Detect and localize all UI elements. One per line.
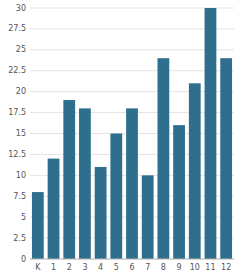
grid-line <box>30 49 234 50</box>
x-tick-label: 1 <box>51 263 56 272</box>
y-tick-label: 15 <box>16 129 26 138</box>
chart-svg: 02.557.51012.51517.52022.52527.530K12345… <box>0 0 240 277</box>
y-tick-label: 7.5 <box>13 192 26 201</box>
bars <box>32 8 232 259</box>
bar <box>126 108 138 259</box>
y-tick-label: 12.5 <box>8 150 26 159</box>
bar <box>63 100 75 259</box>
x-tick-label: 2 <box>67 263 72 272</box>
x-tick-label: 3 <box>82 263 87 272</box>
y-tick-label: 5 <box>21 213 26 222</box>
x-tick-label: 7 <box>145 263 150 272</box>
bar <box>173 125 185 259</box>
bar <box>79 108 91 259</box>
y-axis: 0 2.5 5 7.5 10 12.5 15 17.5 20 22.5 25 27.5 30 <box>8 4 26 264</box>
grid-line <box>30 8 234 9</box>
x-tick-label: 5 <box>114 263 119 272</box>
bar <box>95 167 107 259</box>
y-tick-label: 17.5 <box>8 108 26 117</box>
x-tick-label: 4 <box>98 263 103 272</box>
y-tick-label: 22.5 <box>8 66 26 75</box>
y-tick-label: 30 <box>16 4 26 13</box>
bar <box>158 58 170 259</box>
y-tick-label: 25 <box>16 45 26 54</box>
grid-line <box>30 91 234 92</box>
bar <box>110 134 122 260</box>
x-tick-label: 9 <box>177 263 182 272</box>
grid <box>30 8 234 259</box>
bar <box>48 159 60 259</box>
x-tick-label: 12 <box>221 263 231 272</box>
grid-line <box>30 70 234 71</box>
bar <box>142 175 154 259</box>
x-tick-label: K <box>35 263 41 272</box>
grid-line <box>30 28 234 29</box>
x-axis-line <box>30 259 234 260</box>
chart-container: 02.557.51012.51517.52022.52527.530K12345… <box>0 0 240 277</box>
x-tick-label: 10 <box>190 263 200 272</box>
y-tick-label: 0 <box>21 255 26 264</box>
y-tick-label: 10 <box>16 171 26 180</box>
grid-line <box>30 259 234 260</box>
bar <box>220 58 232 259</box>
bar <box>32 192 44 259</box>
y-tick-label: 20 <box>16 87 26 96</box>
x-axis: K123456789101112 <box>30 259 234 272</box>
x-tick-label: 8 <box>161 263 166 272</box>
x-tick-label: 11 <box>205 263 215 272</box>
y-tick-label: 27.5 <box>8 24 26 33</box>
bar <box>189 83 201 259</box>
bar <box>205 8 217 259</box>
y-tick-label: 2.5 <box>13 234 26 243</box>
x-tick-label: 6 <box>129 263 134 272</box>
